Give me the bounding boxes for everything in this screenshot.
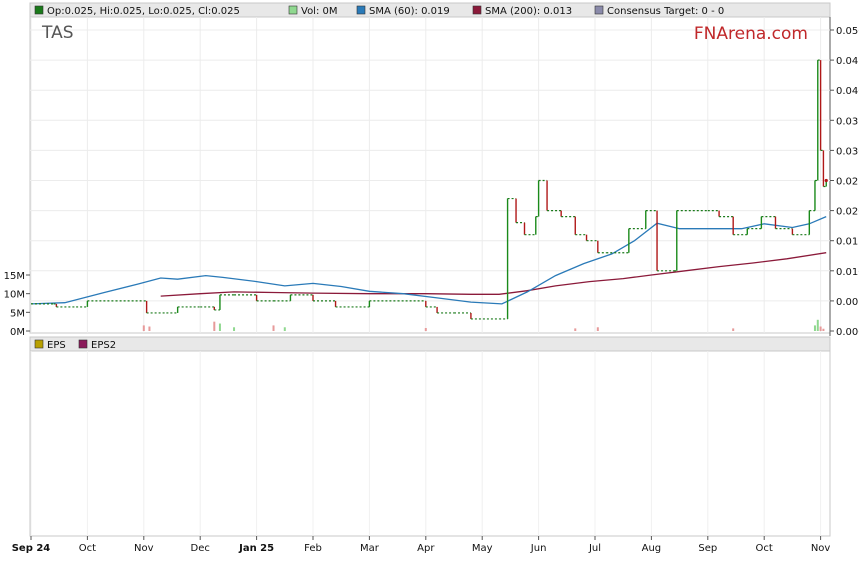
- volume-tick-label: 15M: [4, 271, 25, 282]
- legend-swatch-consensus: [594, 5, 604, 15]
- volume-bar: [213, 321, 216, 331]
- volume-bar: [283, 327, 286, 331]
- x-tick-label: Jan 25: [238, 543, 274, 554]
- date-axis-ticks: Sep 24 Oct Nov Dec Jan 25 Feb Mar Apr May Jun Jul A…: [12, 536, 831, 554]
- x-tick-label: Oct: [79, 543, 96, 554]
- legend-swatch-eps: [34, 339, 44, 349]
- last-price-point: [824, 178, 828, 183]
- volume-bar: [574, 328, 577, 331]
- y-tick-label: 0.050: [836, 26, 859, 37]
- volume-bar: [813, 325, 816, 331]
- legend-label-eps: EPS: [47, 340, 66, 351]
- y-tick-label: 0.005: [836, 297, 859, 308]
- volume-bar: [424, 328, 427, 331]
- x-tick-label: Feb: [304, 543, 322, 554]
- x-tick-label: Apr: [417, 543, 435, 554]
- volume-bar: [732, 328, 735, 331]
- x-tick-label: Nov: [811, 543, 831, 554]
- x-tick-label: Oct: [756, 543, 773, 554]
- legend-label-ohlc: Op:0.025, Hi:0.025, Lo:0.025, Cl:0.025: [47, 6, 240, 17]
- x-tick-label: Mar: [360, 543, 380, 554]
- y-tick-label: 0.010: [836, 267, 859, 278]
- x-tick-label: Sep: [698, 543, 717, 554]
- x-tick-label: Nov: [134, 543, 154, 554]
- price-axis-ticks: 0.000 0.005 0.010 0.015 0.020 0.025 0.030 0.035…: [830, 26, 859, 338]
- volume-bar: [596, 327, 599, 331]
- y-tick-label: 0.030: [836, 146, 859, 157]
- y-tick-label: 0.015: [836, 237, 859, 248]
- x-tick-label: May: [472, 543, 493, 554]
- legend-swatch-sma60: [356, 5, 366, 15]
- price-series: [31, 59, 828, 320]
- volume-bars: [142, 319, 825, 331]
- price-legend: Op:0.025, Hi:0.025, Lo:0.025, Cl:0.025 Vo…: [34, 5, 724, 17]
- gridlines: [30, 17, 830, 536]
- legend-swatch-eps2: [78, 339, 88, 349]
- sma60-series: [30, 216, 827, 305]
- legend-swatch-sma200: [472, 5, 482, 15]
- legend-label-consensus: Consensus Target: 0 - 0: [607, 6, 724, 17]
- price-plot-area: [29, 16, 831, 334]
- y-tick-label: 0.000: [836, 327, 859, 338]
- legend-label-sma200: SMA (200): 0.013: [485, 6, 572, 17]
- y-tick-label: 0.035: [836, 116, 859, 127]
- brand-logo: FNArena.com: [694, 24, 808, 44]
- y-tick-label: 0.045: [836, 56, 859, 67]
- volume-tick-label: 10M: [4, 290, 25, 301]
- volume-tick-label: 0M: [10, 327, 25, 338]
- y-tick-label: 0.020: [836, 207, 859, 218]
- legend-label-eps2: EPS2: [91, 340, 116, 351]
- eps-legend: EPS EPS2: [34, 339, 116, 351]
- volume-bar: [272, 325, 275, 331]
- legend-swatch-ohlc: [34, 5, 44, 15]
- volume-bar: [218, 323, 221, 331]
- sma200-series: [160, 252, 827, 297]
- x-tick-label: Aug: [642, 543, 662, 554]
- legend-label-sma60: SMA (60): 0.019: [369, 6, 450, 17]
- legend-label-vol: Vol: 0M: [301, 6, 338, 17]
- legend-swatch-vol: [288, 5, 298, 15]
- y-tick-label: 0.025: [836, 177, 859, 188]
- volume-bar: [816, 319, 819, 331]
- volume-bar: [142, 325, 145, 331]
- ticker-label: TAS: [41, 23, 74, 43]
- sma200-line: [160, 252, 827, 297]
- x-tick-label: Jun: [530, 543, 547, 554]
- eps-plot-area: [29, 350, 831, 537]
- volume-axis-ticks: 0M 5M 10M 15M: [4, 271, 30, 338]
- volume-bar: [233, 327, 236, 331]
- volume-bar: [819, 326, 822, 331]
- x-tick-label: Sep 24: [12, 543, 51, 554]
- volume-bar: [148, 326, 151, 331]
- y-tick-label: 0.040: [836, 86, 859, 97]
- eps-legend-bar: [29, 336, 831, 352]
- volume-tick-label: 5M: [10, 308, 25, 319]
- sma60-line: [30, 216, 827, 305]
- x-tick-label: Jul: [588, 543, 601, 554]
- x-tick-label: Dec: [191, 543, 210, 554]
- volume-bar: [822, 328, 825, 331]
